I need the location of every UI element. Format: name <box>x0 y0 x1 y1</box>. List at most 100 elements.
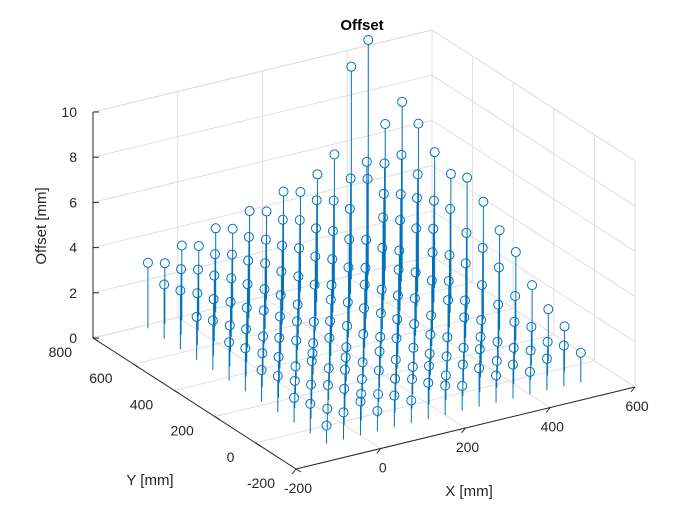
stem-marker <box>345 173 356 184</box>
x-tick-label: 200 <box>456 439 480 455</box>
stem-marker <box>424 348 435 359</box>
stem-marker <box>462 172 473 183</box>
stem-marker <box>209 270 220 281</box>
stem-marker <box>474 344 485 355</box>
stem-marker <box>210 249 220 260</box>
stem-marker <box>461 227 472 238</box>
stem-marker <box>361 234 372 245</box>
x-tick-label: 600 <box>625 398 649 414</box>
stem-marker <box>527 280 538 291</box>
stem-marker <box>273 351 284 362</box>
stem-marker <box>224 337 235 348</box>
stem-marker <box>410 267 421 278</box>
stem-marker <box>241 302 252 313</box>
stem-marker <box>375 308 386 319</box>
grid-line-floor-y <box>174 307 514 391</box>
y-tick-mark <box>173 389 180 394</box>
stem-marker <box>440 380 451 391</box>
stem-marker <box>510 291 521 301</box>
x-tick-labels: -200 0 200 400 600 <box>284 398 649 496</box>
stem-marker <box>395 189 406 200</box>
stem-marker <box>524 366 535 377</box>
stem-marker <box>412 169 423 180</box>
stem-marker <box>526 321 537 332</box>
stem-marker <box>373 365 384 376</box>
stem-marker <box>395 215 406 226</box>
stem-marker <box>291 335 302 346</box>
stem-marker <box>257 348 268 359</box>
stem-marker <box>261 206 272 217</box>
stem-marker <box>309 279 320 290</box>
stem-marker <box>293 271 304 282</box>
stem-marker <box>541 353 552 364</box>
stem-marker <box>260 234 271 245</box>
stem-marker <box>575 347 586 358</box>
grid <box>92 29 636 470</box>
stem-marker <box>390 373 401 384</box>
stem-marker <box>491 370 502 381</box>
x-tick-label: 400 <box>541 419 565 435</box>
stem-marker <box>373 389 384 400</box>
stem-marker <box>275 290 286 301</box>
stem-marker <box>508 342 519 353</box>
axes <box>92 111 636 475</box>
stem-marker <box>175 285 186 296</box>
stem-marker <box>329 149 340 160</box>
stems <box>142 34 586 444</box>
grid-line-wall-y <box>92 165 433 249</box>
stem-marker <box>361 156 372 167</box>
stem-marker <box>508 359 518 370</box>
stem-marker <box>492 336 503 347</box>
stem-marker <box>159 279 170 290</box>
stem-marker <box>306 356 317 367</box>
z-tick-label: 2 <box>69 285 77 301</box>
stem-marker <box>328 195 339 206</box>
stem-marker <box>372 405 383 416</box>
stem-marker <box>442 332 453 343</box>
stem-marker <box>243 231 254 242</box>
grid-line-floor-y <box>133 281 473 365</box>
stem-marker <box>306 379 317 390</box>
stem-marker <box>339 364 350 375</box>
stem-marker <box>341 342 352 353</box>
stem-marker <box>322 403 333 414</box>
stem-marker <box>294 215 305 226</box>
stem-marker <box>428 223 439 234</box>
y-tick-mark <box>214 416 221 421</box>
stem-marker <box>311 195 322 206</box>
y-tick-label: 0 <box>227 449 235 465</box>
stem-marker <box>362 173 373 184</box>
stem-marker <box>393 264 404 275</box>
z-tick-labels: 0 2 4 6 8 10 <box>61 104 77 346</box>
box-edge <box>431 29 636 162</box>
stem-marker <box>224 320 235 331</box>
stem-marker <box>559 321 570 332</box>
stem-marker <box>277 214 288 225</box>
stem-marker <box>377 242 388 253</box>
x-tick-label: 0 <box>379 460 387 476</box>
stem-marker <box>305 398 316 409</box>
stem-marker <box>323 363 334 374</box>
stem-marker <box>244 206 255 217</box>
grid-line-wall-y <box>92 210 433 294</box>
stem-marker <box>457 380 468 391</box>
stem-marker <box>308 338 319 349</box>
y-tick-mark <box>133 363 139 368</box>
stem-marker <box>226 249 237 260</box>
stem-marker <box>542 336 553 347</box>
stem-marker <box>338 407 349 418</box>
stem-marker <box>478 196 489 207</box>
stem-marker <box>494 225 505 236</box>
y-tick-label: -200 <box>247 475 275 491</box>
stem-marker <box>258 331 269 342</box>
stem-marker <box>359 279 370 290</box>
x-tick-mark <box>545 407 551 413</box>
stem-marker <box>413 118 424 129</box>
stem-marker <box>406 395 417 406</box>
grid-line-wall-y <box>92 74 433 158</box>
stem-marker <box>543 304 554 315</box>
z-axis-label: Offset [mm] <box>33 187 50 264</box>
stem-marker <box>510 247 521 258</box>
stem-marker <box>476 280 487 291</box>
stem-marker <box>525 345 536 356</box>
